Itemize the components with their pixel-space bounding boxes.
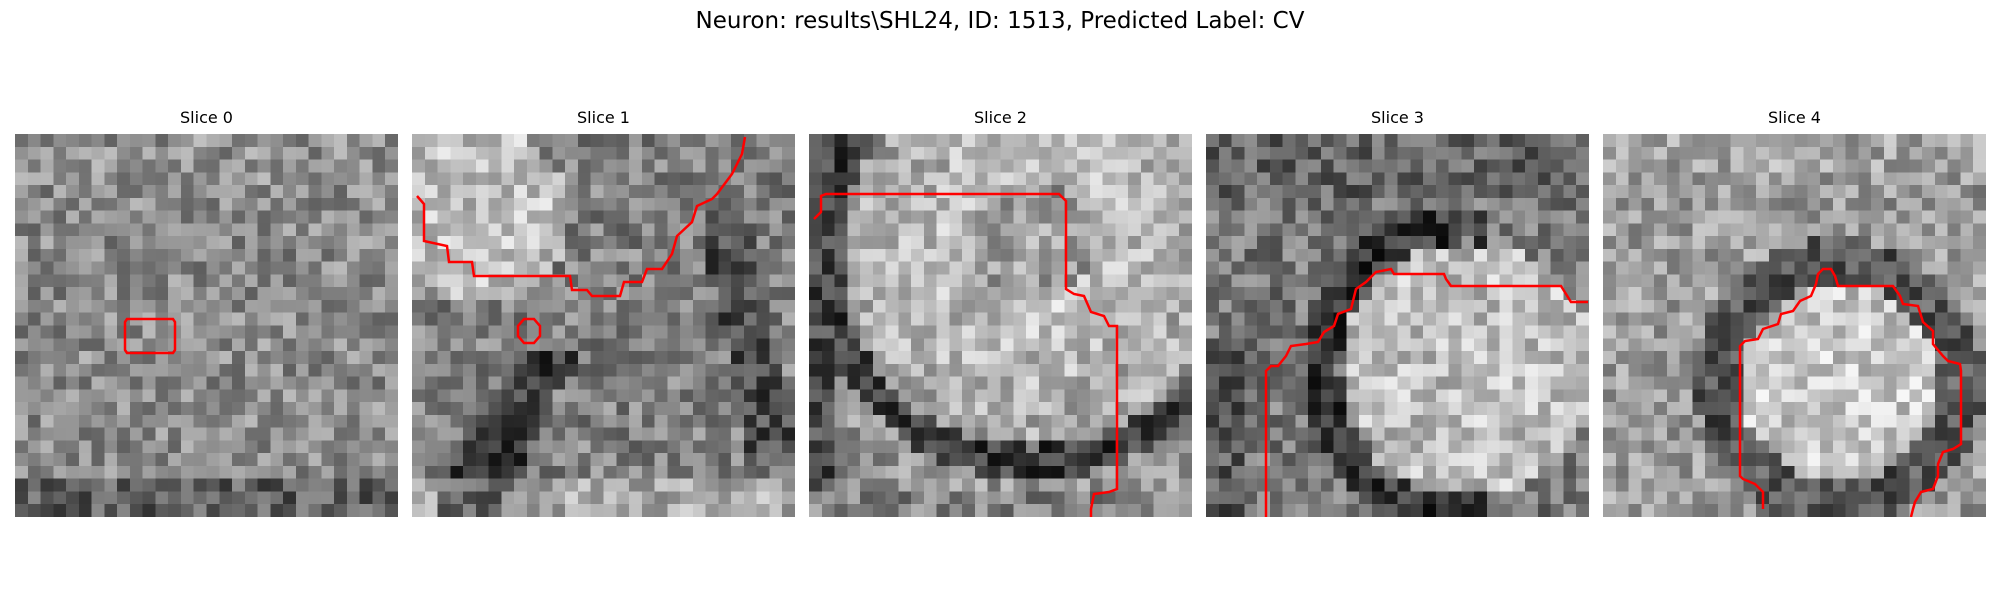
grayscale-micrograph [15, 134, 398, 517]
grayscale-micrograph [412, 134, 795, 517]
slice-panel-4: Slice 4 [1603, 108, 1986, 524]
segmentation-contour [1738, 267, 1963, 517]
grayscale-micrograph [1206, 134, 1589, 517]
slice-image [412, 134, 795, 517]
slice-image [809, 134, 1192, 517]
slice-image [1603, 134, 1986, 517]
slice-title: Slice 4 [1768, 108, 1821, 127]
slice-panel-1: Slice 1 [412, 108, 795, 524]
grayscale-micrograph [809, 134, 1192, 517]
slice-title: Slice 0 [180, 108, 233, 127]
slice-panel-3: Slice 3 [1206, 108, 1589, 524]
slice-image [15, 134, 398, 517]
slice-panel-0: Slice 0 [15, 108, 398, 524]
segmentation-contour [1264, 267, 1588, 517]
segmentation-contour [416, 136, 747, 345]
segmentation-contour [813, 192, 1119, 517]
slice-title: Slice 3 [1371, 108, 1424, 127]
slice-panel-2: Slice 2 [809, 108, 1192, 524]
grayscale-micrograph [1603, 134, 1986, 517]
segmentation-contour [123, 317, 177, 355]
slice-title: Slice 1 [577, 108, 630, 127]
figure-title: Neuron: results\SHL24, ID: 1513, Predict… [695, 8, 1305, 34]
slice-image [1206, 134, 1589, 517]
slice-title: Slice 2 [974, 108, 1027, 127]
